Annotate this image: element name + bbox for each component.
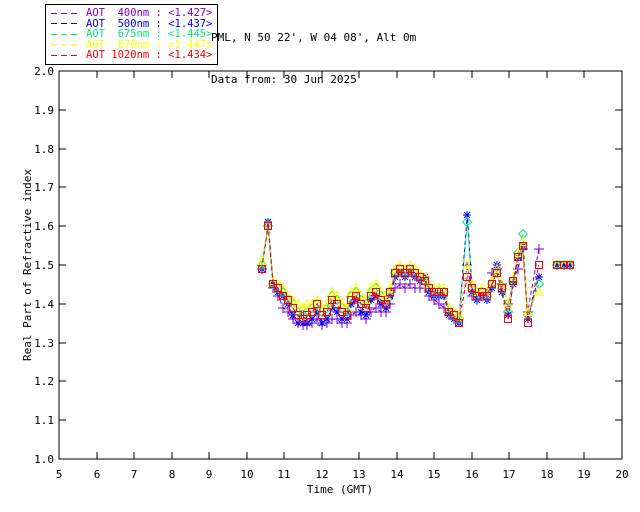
- x-tick-label: 8: [169, 468, 176, 481]
- header-data-from: Data from: 30 Jun 2025: [211, 73, 357, 86]
- y-tick-label: 1.9: [34, 104, 54, 117]
- x-tick-label: 19: [577, 468, 590, 481]
- x-tick-label: 18: [540, 468, 553, 481]
- y-tick-label: 1.2: [34, 375, 54, 388]
- header: PML, N 50 22', W 04 08', Alt 0m Data fro…: [211, 8, 416, 110]
- x-tick-label: 9: [206, 468, 213, 481]
- x-tick-label: 15: [427, 468, 440, 481]
- x-tick-label: 17: [502, 468, 515, 481]
- y-tick-label: 1.3: [34, 337, 54, 350]
- legend-box: AOT 400nm : <1.427> AOT 500nm : <1.437> AO…: [45, 4, 219, 65]
- x-tick-label: 5: [56, 468, 63, 481]
- y-tick-label: 1.5: [34, 259, 54, 272]
- legend-label-aot-500nm: AOT 500nm : <1.437>: [86, 17, 213, 30]
- axis-ticks: [58, 70, 623, 460]
- legend-item-aot-1020nm: AOT 1020nm : <1.434>: [51, 50, 212, 61]
- legend-item-aot-675nm: AOT 675nm : <1.445>: [51, 29, 212, 40]
- y-tick-label: 1.7: [34, 181, 54, 194]
- legend-label-aot-870nm: AOT 870nm : <1.447>: [86, 38, 213, 51]
- plot-frame: [58, 70, 623, 460]
- series-markers-aot-1020nm: [258, 222, 574, 327]
- y-axis-label: Real Part of Refractive index: [21, 169, 34, 361]
- legend-item-aot-400nm: AOT 400nm : <1.427>: [51, 8, 212, 19]
- legend-item-aot-870nm: AOT 870nm : <1.447>: [51, 38, 213, 51]
- series-line-aot-1020nm: [261, 226, 571, 325]
- x-tick-label: 14: [390, 468, 404, 481]
- y-tick-label: 2.0: [34, 65, 54, 78]
- legend-item-aot-500nm: AOT 500nm : <1.437>: [51, 17, 213, 30]
- y-tick-label: 1.8: [34, 143, 54, 156]
- y-tick-label: 1.6: [34, 220, 54, 233]
- x-tick-label: 13: [352, 468, 365, 481]
- legend-label-aot-400nm: AOT 400nm : <1.427>: [86, 7, 213, 19]
- x-tick-label: 10: [240, 468, 253, 481]
- x-tick-label: 20: [615, 468, 628, 481]
- x-tick-label: 6: [94, 468, 101, 481]
- legend-line-sample-aot-675nm: [51, 33, 81, 35]
- legend-label-aot-1020nm: AOT 1020nm : <1.434>: [86, 49, 213, 61]
- x-tick-label: 16: [465, 468, 478, 481]
- header-location: PML, N 50 22', W 04 08', Alt 0m: [211, 31, 417, 44]
- legend-line-sample-aot-400nm: [51, 12, 81, 14]
- x-tick-label: 7: [131, 468, 138, 481]
- legend-line-sample-aot-1020nm: [51, 54, 81, 56]
- legend-label-aot-675nm: AOT 675nm : <1.445>: [86, 28, 213, 40]
- legend-line-sample-aot-870nm: [51, 44, 81, 46]
- y-tick-label: 1.0: [34, 453, 54, 466]
- axis-tick-labels: 5 6 7 8 9 10 11 12 13 14 15 16 17 18 19 20 1.0 1.1 1.2 1.3 1…: [34, 65, 629, 481]
- x-axis-label: Time (GMT): [307, 483, 373, 496]
- x-tick-label: 12: [315, 468, 328, 481]
- x-tick-label: 11: [277, 468, 290, 481]
- series-line-aot-675nm: [261, 222, 571, 321]
- y-tick-label: 1.4: [34, 298, 54, 311]
- y-tick-label: 1.1: [34, 414, 54, 427]
- legend-line-sample-aot-500nm: [51, 23, 81, 25]
